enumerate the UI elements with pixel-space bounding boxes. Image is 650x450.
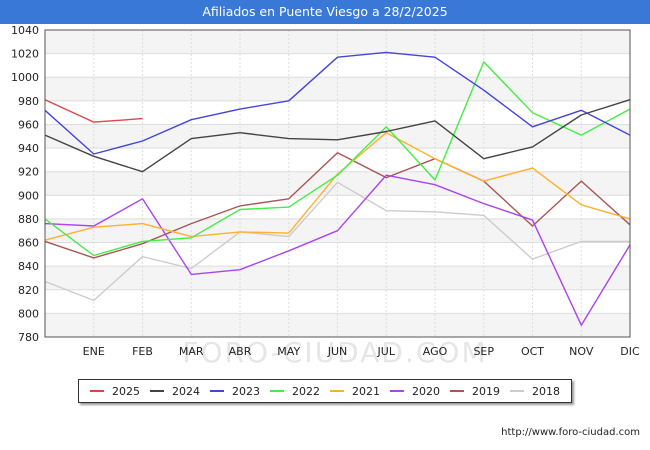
legend-label: 2021	[352, 384, 380, 398]
legend-swatch	[150, 390, 164, 392]
y-tick-label: 900	[18, 189, 39, 202]
legend-swatch	[330, 390, 344, 392]
legend-item-2018: 2018	[510, 385, 560, 398]
grid-band	[45, 77, 630, 101]
y-tick-label: 1040	[11, 24, 39, 37]
x-tick-label: FEB	[132, 345, 153, 358]
y-tick-label: 820	[18, 284, 39, 297]
y-axis-ticks: 780 800 820 840 860 880 900 920 940 960 980 1000 102…	[11, 24, 39, 344]
y-tick-label: 880	[18, 213, 39, 226]
series-lines	[44, 51, 631, 326]
plot-frame	[44, 29, 631, 338]
x-tick-label: SEP	[473, 345, 494, 358]
title-bar: Afiliados en Puente Viesgo a 28/2/2025	[0, 0, 650, 24]
grid-band	[45, 313, 630, 337]
x-tick-label: NOV	[569, 345, 594, 358]
legend-item-2025: 2025	[90, 385, 140, 398]
legend-item-2021: 2021	[330, 385, 380, 398]
series-line-2025	[44, 99, 143, 123]
grid-band	[45, 100, 630, 125]
chart-title: Afiliados en Puente Viesgo a 28/2/2025	[202, 4, 448, 19]
x-axis-ticks: ENE FEB MAR ABR MAY JUN JUL AGO SEP OCT NOV DIC	[83, 345, 640, 358]
y-tick-label: 860	[18, 237, 39, 250]
series-line-2021	[44, 131, 631, 241]
x-tick-label: ABR	[229, 345, 252, 358]
legend-swatch	[510, 390, 524, 392]
x-tick-label: MAR	[179, 345, 204, 358]
y-tick-label: 960	[18, 118, 39, 131]
series-line-2023	[44, 51, 631, 155]
y-tick-label: 840	[18, 260, 39, 273]
legend-item-2023: 2023	[210, 385, 260, 398]
legend: 2025 2024 2023 2022 2021 2020 2019 2018	[78, 379, 572, 403]
legend-label: 2018	[532, 384, 560, 398]
footer-url: http://www.foro-ciudad.com	[501, 427, 640, 438]
y-tick-label: 980	[18, 95, 39, 108]
x-tick-label: ENE	[83, 345, 105, 358]
legend-label: 2025	[112, 384, 140, 398]
y-tick-label: 800	[18, 307, 39, 320]
x-tick-label: JUL	[377, 345, 396, 358]
series-line-2019	[44, 152, 631, 259]
legend-label: 2024	[172, 384, 200, 398]
series-line-2018	[44, 181, 630, 302]
legend-swatch	[450, 390, 464, 392]
legend-swatch	[390, 390, 404, 392]
x-tick-label: OCT	[521, 345, 544, 358]
series-line-2022	[44, 61, 631, 257]
legend-item-2022: 2022	[270, 385, 320, 398]
series-line-2024	[44, 99, 631, 173]
legend-item-2024: 2024	[150, 385, 200, 398]
y-tick-label: 780	[18, 331, 39, 344]
legend-label: 2019	[472, 384, 500, 398]
legend-item-2019: 2019	[450, 385, 500, 398]
x-tick-label: DIC	[620, 345, 640, 358]
y-tick-label: 1000	[11, 71, 39, 84]
x-tick-label: JUN	[327, 345, 348, 358]
y-tick-label: 1020	[11, 48, 39, 61]
legend-swatch	[270, 390, 284, 392]
y-tick-label: 940	[18, 142, 39, 155]
grid-band	[45, 289, 630, 314]
y-tick-label: 920	[18, 166, 39, 179]
grid-band	[45, 124, 630, 149]
legend-label: 2023	[232, 384, 260, 398]
watermark: FORO-CIUDAD.COM	[182, 336, 487, 369]
legend-swatch	[90, 390, 104, 392]
legend-swatch	[210, 390, 224, 392]
legend-label: 2020	[412, 384, 440, 398]
legend-label: 2022	[292, 384, 320, 398]
x-tick-label: AGO	[423, 345, 448, 358]
x-tick-label: MAY	[277, 345, 300, 358]
legend-item-2020: 2020	[390, 385, 440, 398]
series-line-2020	[44, 174, 631, 326]
